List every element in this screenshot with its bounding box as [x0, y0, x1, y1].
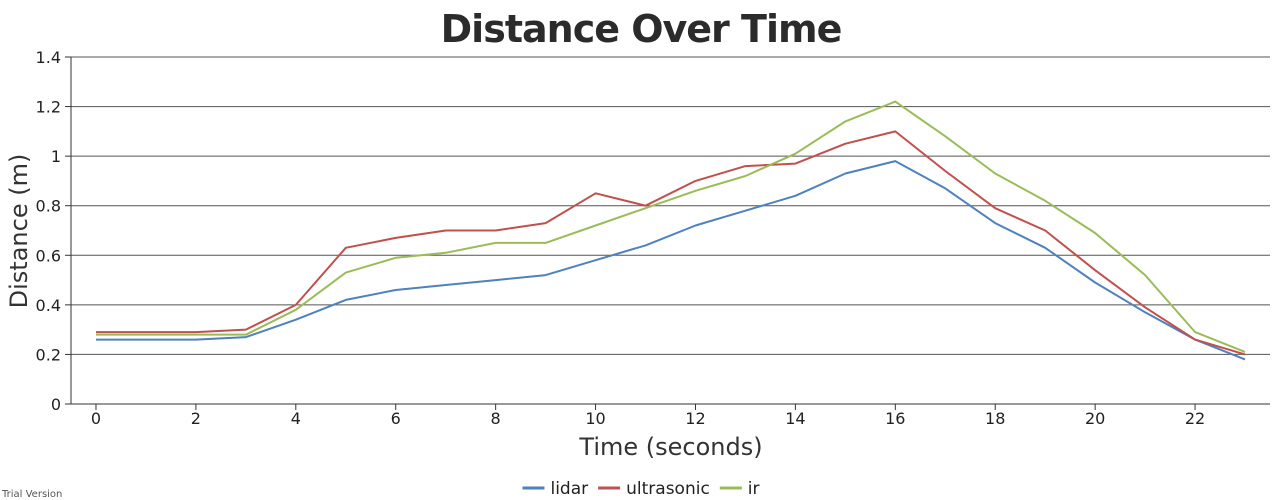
legend-item-ultrasonic: ultrasonic — [598, 479, 710, 499]
x-tick-label: 4 — [291, 409, 301, 428]
legend: lidar ultrasonic ir — [522, 479, 760, 499]
legend-item-ir: ir — [719, 479, 760, 499]
x-axis-label: Time (seconds) — [578, 433, 762, 461]
x-tick-label: 8 — [491, 409, 501, 428]
x-tick-label: 12 — [685, 409, 705, 428]
x-tick-label: 10 — [585, 409, 605, 428]
x-tick-label: 2 — [191, 409, 201, 428]
chart-title: Distance Over Time — [441, 7, 842, 51]
trial-version-watermark: Trial Version — [1, 489, 62, 500]
series-line-lidar — [96, 160, 1246, 361]
y-tick-label: 0.8 — [36, 197, 61, 216]
legend-label: ir — [748, 479, 760, 499]
x-tick-label: 6 — [391, 409, 401, 428]
series-line-ir — [96, 100, 1246, 353]
series-lines — [96, 100, 1246, 361]
gridlines — [71, 56, 1270, 355]
x-tick-label: 20 — [1085, 409, 1105, 428]
x-tick-label: 18 — [985, 409, 1005, 428]
y-tick-label: 1.2 — [36, 98, 61, 117]
y-tick-label: 0 — [51, 395, 61, 414]
y-tick-label: 0.2 — [36, 345, 61, 364]
legend-item-lidar: lidar — [522, 479, 588, 499]
legend-label: lidar — [550, 479, 588, 499]
x-tick-label: 14 — [785, 409, 805, 428]
y-tick-label: 1.4 — [36, 48, 61, 67]
y-axis-label: Distance (m) — [5, 154, 33, 309]
x-tick-label: 16 — [885, 409, 905, 428]
axes: 0 0.2 0.4 0.6 0.8 1 1.2 1.4 0 2 4 6 8 10 12 14 16 18 20 22 — [36, 48, 1270, 428]
y-tick-label: 1 — [51, 147, 61, 166]
x-tick-label: 22 — [1185, 409, 1205, 428]
x-tick-label: 0 — [91, 409, 101, 428]
y-tick-label: 0.6 — [36, 246, 61, 265]
series-line-ultrasonic — [96, 130, 1246, 356]
y-tick-label: 0.4 — [36, 296, 61, 315]
legend-label: ultrasonic — [626, 479, 710, 499]
